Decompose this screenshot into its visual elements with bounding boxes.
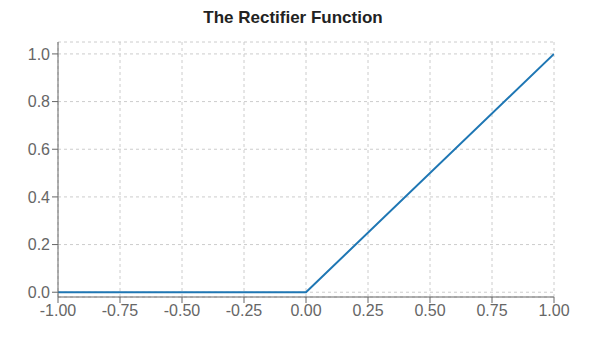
html-text:The Rectifier Function: The Rectifier Function: [203, 8, 383, 27]
svg-text:0.6: 0.6: [28, 141, 50, 158]
svg-text:1.00: 1.00: [538, 302, 569, 319]
svg-text:0.00: 0.00: [290, 302, 321, 319]
svg-text:-0.75: -0.75: [102, 302, 139, 319]
svg-text:0.25: 0.25: [352, 302, 383, 319]
svg-text:0.2: 0.2: [28, 236, 50, 253]
svg-text:0.75: 0.75: [476, 302, 507, 319]
svg-text:-1.00: -1.00: [40, 302, 77, 319]
svg-text:-0.50: -0.50: [164, 302, 201, 319]
svg-text:-0.25: -0.25: [226, 302, 263, 319]
svg-text:0.8: 0.8: [28, 93, 50, 110]
svg-text:0.4: 0.4: [28, 189, 50, 206]
svg-text:1.0: 1.0: [28, 46, 50, 63]
svg-text:0.50: 0.50: [414, 302, 445, 319]
svg-text:0.0: 0.0: [28, 284, 50, 301]
